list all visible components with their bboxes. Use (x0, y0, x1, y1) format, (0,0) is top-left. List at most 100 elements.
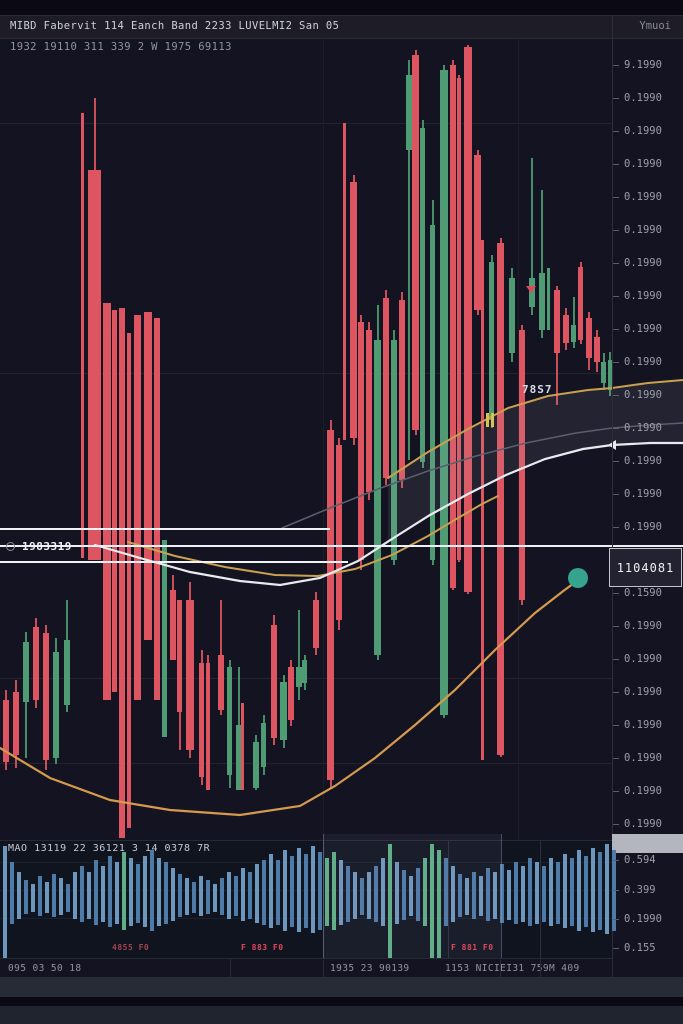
candle (103, 303, 111, 700)
candle (481, 240, 484, 760)
selection-overlay[interactable] (323, 834, 502, 958)
volume-bar (10, 862, 14, 924)
candle (399, 300, 405, 480)
price-level-line[interactable] (0, 561, 348, 563)
price-level-line[interactable] (0, 528, 330, 530)
volume-bar (115, 862, 119, 924)
volume-bar (122, 852, 126, 930)
candle (81, 113, 84, 558)
volume-bar (45, 882, 49, 913)
candle-wick (531, 158, 533, 315)
volume-bar (339, 860, 343, 926)
volume-bar (108, 856, 112, 928)
price-axis-border (612, 37, 613, 959)
candle (571, 325, 576, 342)
price-tag-label: 1983319 (22, 539, 72, 553)
axis-tick (613, 427, 619, 429)
candle (440, 70, 448, 715)
volume-bar (24, 880, 28, 915)
axis-tick (613, 64, 619, 66)
axis-tick (613, 394, 619, 396)
time-axis-divider (540, 959, 541, 977)
axis-header-label[interactable]: Ymuoi (639, 20, 671, 32)
sub-axis-label: 0.1990 (613, 912, 683, 926)
volume-bar (290, 856, 294, 928)
volume-bar (311, 846, 315, 933)
volume-bar (535, 862, 539, 924)
volume-bar (318, 852, 322, 930)
volume-bar (381, 858, 385, 927)
sub-axis-label: 0.399 (613, 883, 683, 897)
axis-value: 0.1990 (624, 158, 662, 170)
axis-value: 0.1990 (624, 224, 662, 236)
time-axis-divider (500, 959, 501, 977)
sell-marker-icon (526, 286, 536, 293)
candle (406, 75, 412, 150)
v-gridline (323, 37, 324, 840)
volume-bar (157, 858, 161, 927)
axis-value: 0.1990 (624, 785, 662, 797)
candle (366, 330, 372, 492)
price-axis-label: 0.1990 (613, 157, 683, 171)
price-axis-label: 0.1990 (613, 355, 683, 369)
candle (608, 360, 612, 390)
axis-tick (613, 163, 619, 165)
volume-bar (430, 844, 434, 958)
axis-value: 0.399 (624, 884, 656, 896)
axis-value: 0.1990 (624, 323, 662, 335)
sub-axis-label: 0.594 (613, 853, 683, 867)
oscillator-header: MAO 13119 22 36121 3 14 0378 7R (8, 843, 211, 854)
axis-tick (613, 625, 619, 627)
current-price-line[interactable] (0, 545, 683, 547)
volume-bar (192, 882, 196, 913)
axis-value: 0.1590 (624, 587, 662, 599)
time-axis-divider (612, 959, 613, 977)
volume-bar (17, 872, 21, 919)
candle (33, 627, 39, 700)
pane-resize-handle[interactable] (612, 834, 683, 853)
candle (489, 262, 494, 420)
volume-bar (570, 858, 574, 927)
last-price-box[interactable]: 1104081 (609, 548, 682, 587)
axis-value: 0.1990 (624, 686, 662, 698)
candle (3, 700, 9, 762)
candle (601, 362, 606, 383)
chart-header: MIBD Fabervit 114 Eanch Band 2233 LUVELM… (0, 15, 683, 39)
price-tag[interactable]: 1983319 (6, 538, 72, 554)
volume-bar (332, 852, 336, 930)
volume-bar (472, 872, 476, 919)
candle (539, 273, 545, 330)
volume-bar (150, 850, 154, 931)
candle (112, 310, 117, 692)
volume-bar (346, 866, 350, 922)
h-gridline (0, 123, 612, 124)
candle (420, 128, 425, 462)
price-axis-label: 0.1990 (613, 487, 683, 501)
axis-tick (613, 361, 619, 363)
candle (218, 655, 224, 710)
candle (154, 318, 160, 700)
candle (88, 170, 101, 560)
price-axis-label: 0.1990 (613, 190, 683, 204)
axis-tick (613, 526, 619, 528)
axis-tick (613, 592, 619, 594)
axis-tick (613, 947, 619, 949)
price-axis-label: 9.1990 (613, 58, 683, 72)
candle (336, 445, 342, 620)
candle (313, 600, 319, 648)
candle (358, 322, 364, 560)
candle (13, 692, 19, 755)
axis-value: 0.1990 (624, 356, 662, 368)
volume-bar (563, 854, 567, 929)
price-axis-label: 0.1990 (613, 256, 683, 270)
ma-endpoint-dot (568, 568, 588, 588)
volume-bar (73, 872, 77, 919)
candle (519, 330, 525, 600)
candle (288, 667, 294, 720)
h-gridline (0, 763, 612, 764)
candle (350, 182, 357, 438)
candle (119, 308, 125, 838)
price-axis-label: 0.1590 (613, 586, 683, 600)
candle (578, 267, 583, 340)
